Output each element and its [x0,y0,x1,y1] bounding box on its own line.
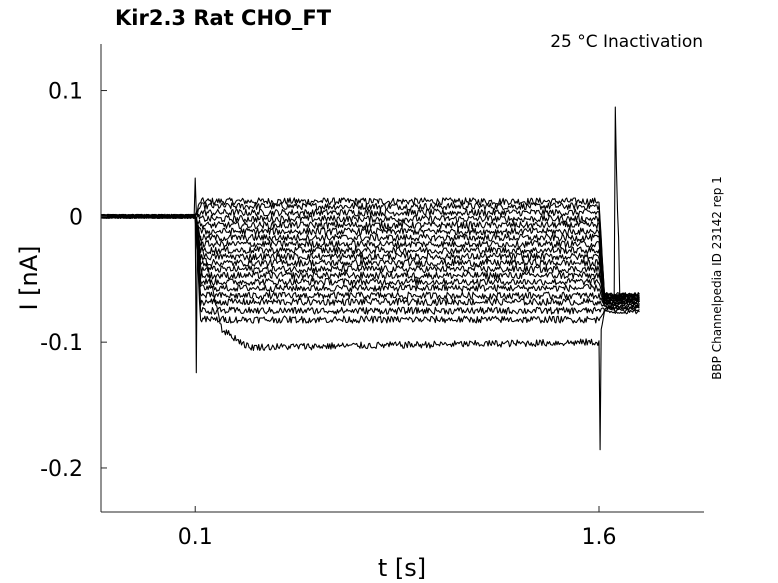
x-tick-label: 0.1 [178,525,213,550]
x-tick-label: 1.6 [582,525,617,550]
y-tick-label: -0.1 [40,331,83,356]
y-ticks: 0.1 0 -0.1 -0.2 [40,80,107,482]
side-label: BBP Channelpedia ID 23142 rep 1 [710,176,724,380]
x-ticks: 0.1 1.6 [178,506,617,550]
current-trace [100,213,640,324]
chart-title: Kir2.3 Rat CHO_FT [115,6,332,30]
x-axis-label: t [s] [378,554,426,582]
y-axis-label: I [nA] [15,245,43,310]
current-trace [100,208,640,299]
y-tick-label: -0.2 [40,457,83,482]
chart-annotation: 25 °C Inactivation [550,32,703,52]
y-tick-label: 0 [69,205,83,230]
trace-group [100,106,640,451]
current-trace [100,213,640,451]
y-tick-label: 0.1 [48,80,83,105]
axes [100,44,704,513]
current-trace [100,213,640,310]
